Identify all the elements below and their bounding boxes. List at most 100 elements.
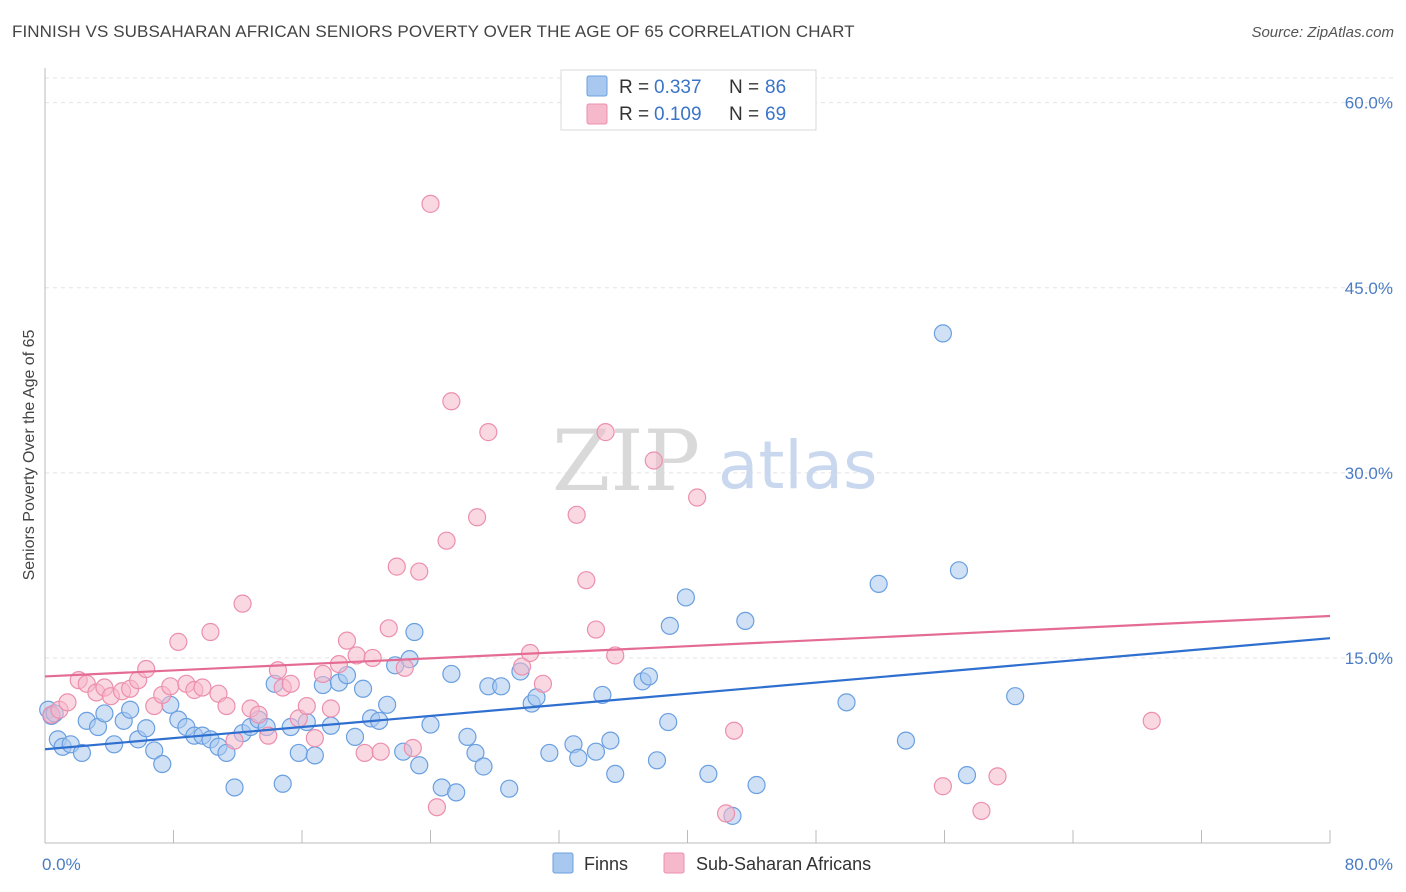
point-subsaharan xyxy=(313,664,332,684)
point-finns xyxy=(586,742,606,761)
point-subsaharan xyxy=(427,798,447,817)
point-subsaharan xyxy=(533,674,553,693)
point-finns xyxy=(492,677,511,696)
point-finns xyxy=(896,731,916,750)
legend-n-label-subsaharan: N = xyxy=(729,104,759,125)
point-subsaharan xyxy=(337,631,357,650)
point-subsaharan xyxy=(355,743,374,763)
watermark-atlas: atlas xyxy=(718,427,878,504)
y-tick-label: 60.0% xyxy=(1345,94,1393,113)
point-finns xyxy=(121,700,140,719)
point-finns xyxy=(957,766,977,785)
trend-lines xyxy=(44,614,1331,751)
bottom-legend: Finns Sub-Saharan Africans xyxy=(552,852,871,874)
point-subsaharan xyxy=(988,767,1007,786)
x-tick-labels: 0.0% 80.0% xyxy=(42,855,1393,874)
point-finns xyxy=(660,616,679,635)
point-subsaharan xyxy=(259,726,278,745)
watermark: ZIP atlas xyxy=(552,412,878,510)
point-finns xyxy=(289,743,308,763)
point-finns xyxy=(869,574,888,593)
point-subsaharan xyxy=(305,729,324,748)
point-subsaharan xyxy=(297,696,316,716)
point-subsaharan xyxy=(479,423,498,442)
legend-r-value-finns: 0.337 xyxy=(654,77,702,98)
point-subsaharan xyxy=(724,721,744,740)
point-subsaharan xyxy=(1142,711,1161,730)
legend: R = 0.337 N = 86 R = 0.109 N = 69 xyxy=(560,69,817,131)
point-finns xyxy=(137,719,156,738)
point-finns xyxy=(466,743,485,763)
point-finns xyxy=(474,757,493,776)
point-subsaharan xyxy=(410,562,429,581)
legend-n-value-finns: 86 xyxy=(765,77,786,98)
point-subsaharan xyxy=(379,619,398,638)
point-finns xyxy=(933,324,952,343)
point-subsaharan xyxy=(403,738,422,758)
point-subsaharan xyxy=(329,654,349,674)
point-subsaharan xyxy=(512,657,532,676)
point-subsaharan xyxy=(201,622,220,642)
point-finns xyxy=(747,775,766,795)
y-tick-label: 30.0% xyxy=(1345,464,1393,483)
point-finns xyxy=(500,779,519,798)
point-subsaharan xyxy=(169,632,188,651)
point-finns xyxy=(659,712,678,732)
trend-line-subsaharan xyxy=(44,614,1331,678)
point-subsaharan xyxy=(363,648,382,668)
point-subsaharan xyxy=(421,194,440,213)
point-finns xyxy=(736,611,755,631)
point-subsaharan xyxy=(467,508,487,527)
y-tick-label: 45.0% xyxy=(1345,279,1393,298)
point-subsaharan xyxy=(395,658,414,677)
y-axis-label: Seniors Poverty Over the Age of 65 xyxy=(21,330,38,581)
point-finns xyxy=(606,764,625,784)
point-subsaharan xyxy=(586,620,606,639)
point-subsaharan xyxy=(596,423,615,442)
x-tick-label: 0.0% xyxy=(42,855,81,874)
point-finns xyxy=(378,695,397,714)
point-finns xyxy=(639,667,659,686)
point-subsaharan xyxy=(225,731,244,750)
point-subsaharan xyxy=(281,674,300,693)
point-finns xyxy=(353,679,373,698)
point-subsaharan xyxy=(233,594,252,613)
point-subsaharan xyxy=(249,705,268,724)
point-finns xyxy=(95,704,114,723)
legend-n-value-subsaharan: 69 xyxy=(765,104,786,125)
point-finns xyxy=(421,715,440,734)
point-finns xyxy=(345,727,365,746)
watermark-zip: ZIP xyxy=(552,412,700,510)
point-finns xyxy=(601,731,620,750)
point-finns xyxy=(699,764,718,784)
point-subsaharan xyxy=(137,659,156,679)
point-subsaharan xyxy=(321,699,341,718)
point-finns xyxy=(593,685,612,705)
bottom-legend-swatch-finns xyxy=(552,852,574,874)
point-finns xyxy=(145,741,164,760)
point-finns xyxy=(410,756,429,775)
trend-line-finns xyxy=(44,637,1331,751)
point-finns xyxy=(569,748,588,767)
point-finns xyxy=(647,751,667,770)
point-finns xyxy=(225,778,244,797)
legend-r-label-subsaharan: R = xyxy=(619,104,649,125)
point-finns xyxy=(273,774,292,793)
bottom-legend-label-finns: Finns xyxy=(584,854,628,874)
point-subsaharan xyxy=(688,488,707,507)
chart-title: FINNISH VS SUBSAHARAN AFRICAN SENIORS PO… xyxy=(12,22,855,41)
point-finns xyxy=(540,743,559,763)
point-subsaharan xyxy=(972,801,991,821)
point-finns xyxy=(405,622,424,642)
y-tick-label: 15.0% xyxy=(1345,649,1393,668)
point-subsaharan xyxy=(567,505,586,524)
point-finns xyxy=(153,754,172,774)
point-finns xyxy=(676,588,695,607)
point-subsaharan xyxy=(58,693,77,712)
point-finns xyxy=(442,664,461,684)
bottom-legend-swatch-subsaharan xyxy=(663,852,685,874)
x-tick-label: 80.0% xyxy=(1345,855,1393,874)
point-subsaharan xyxy=(161,677,180,696)
legend-r-label-finns: R = xyxy=(619,77,649,98)
point-subsaharan xyxy=(387,557,406,576)
